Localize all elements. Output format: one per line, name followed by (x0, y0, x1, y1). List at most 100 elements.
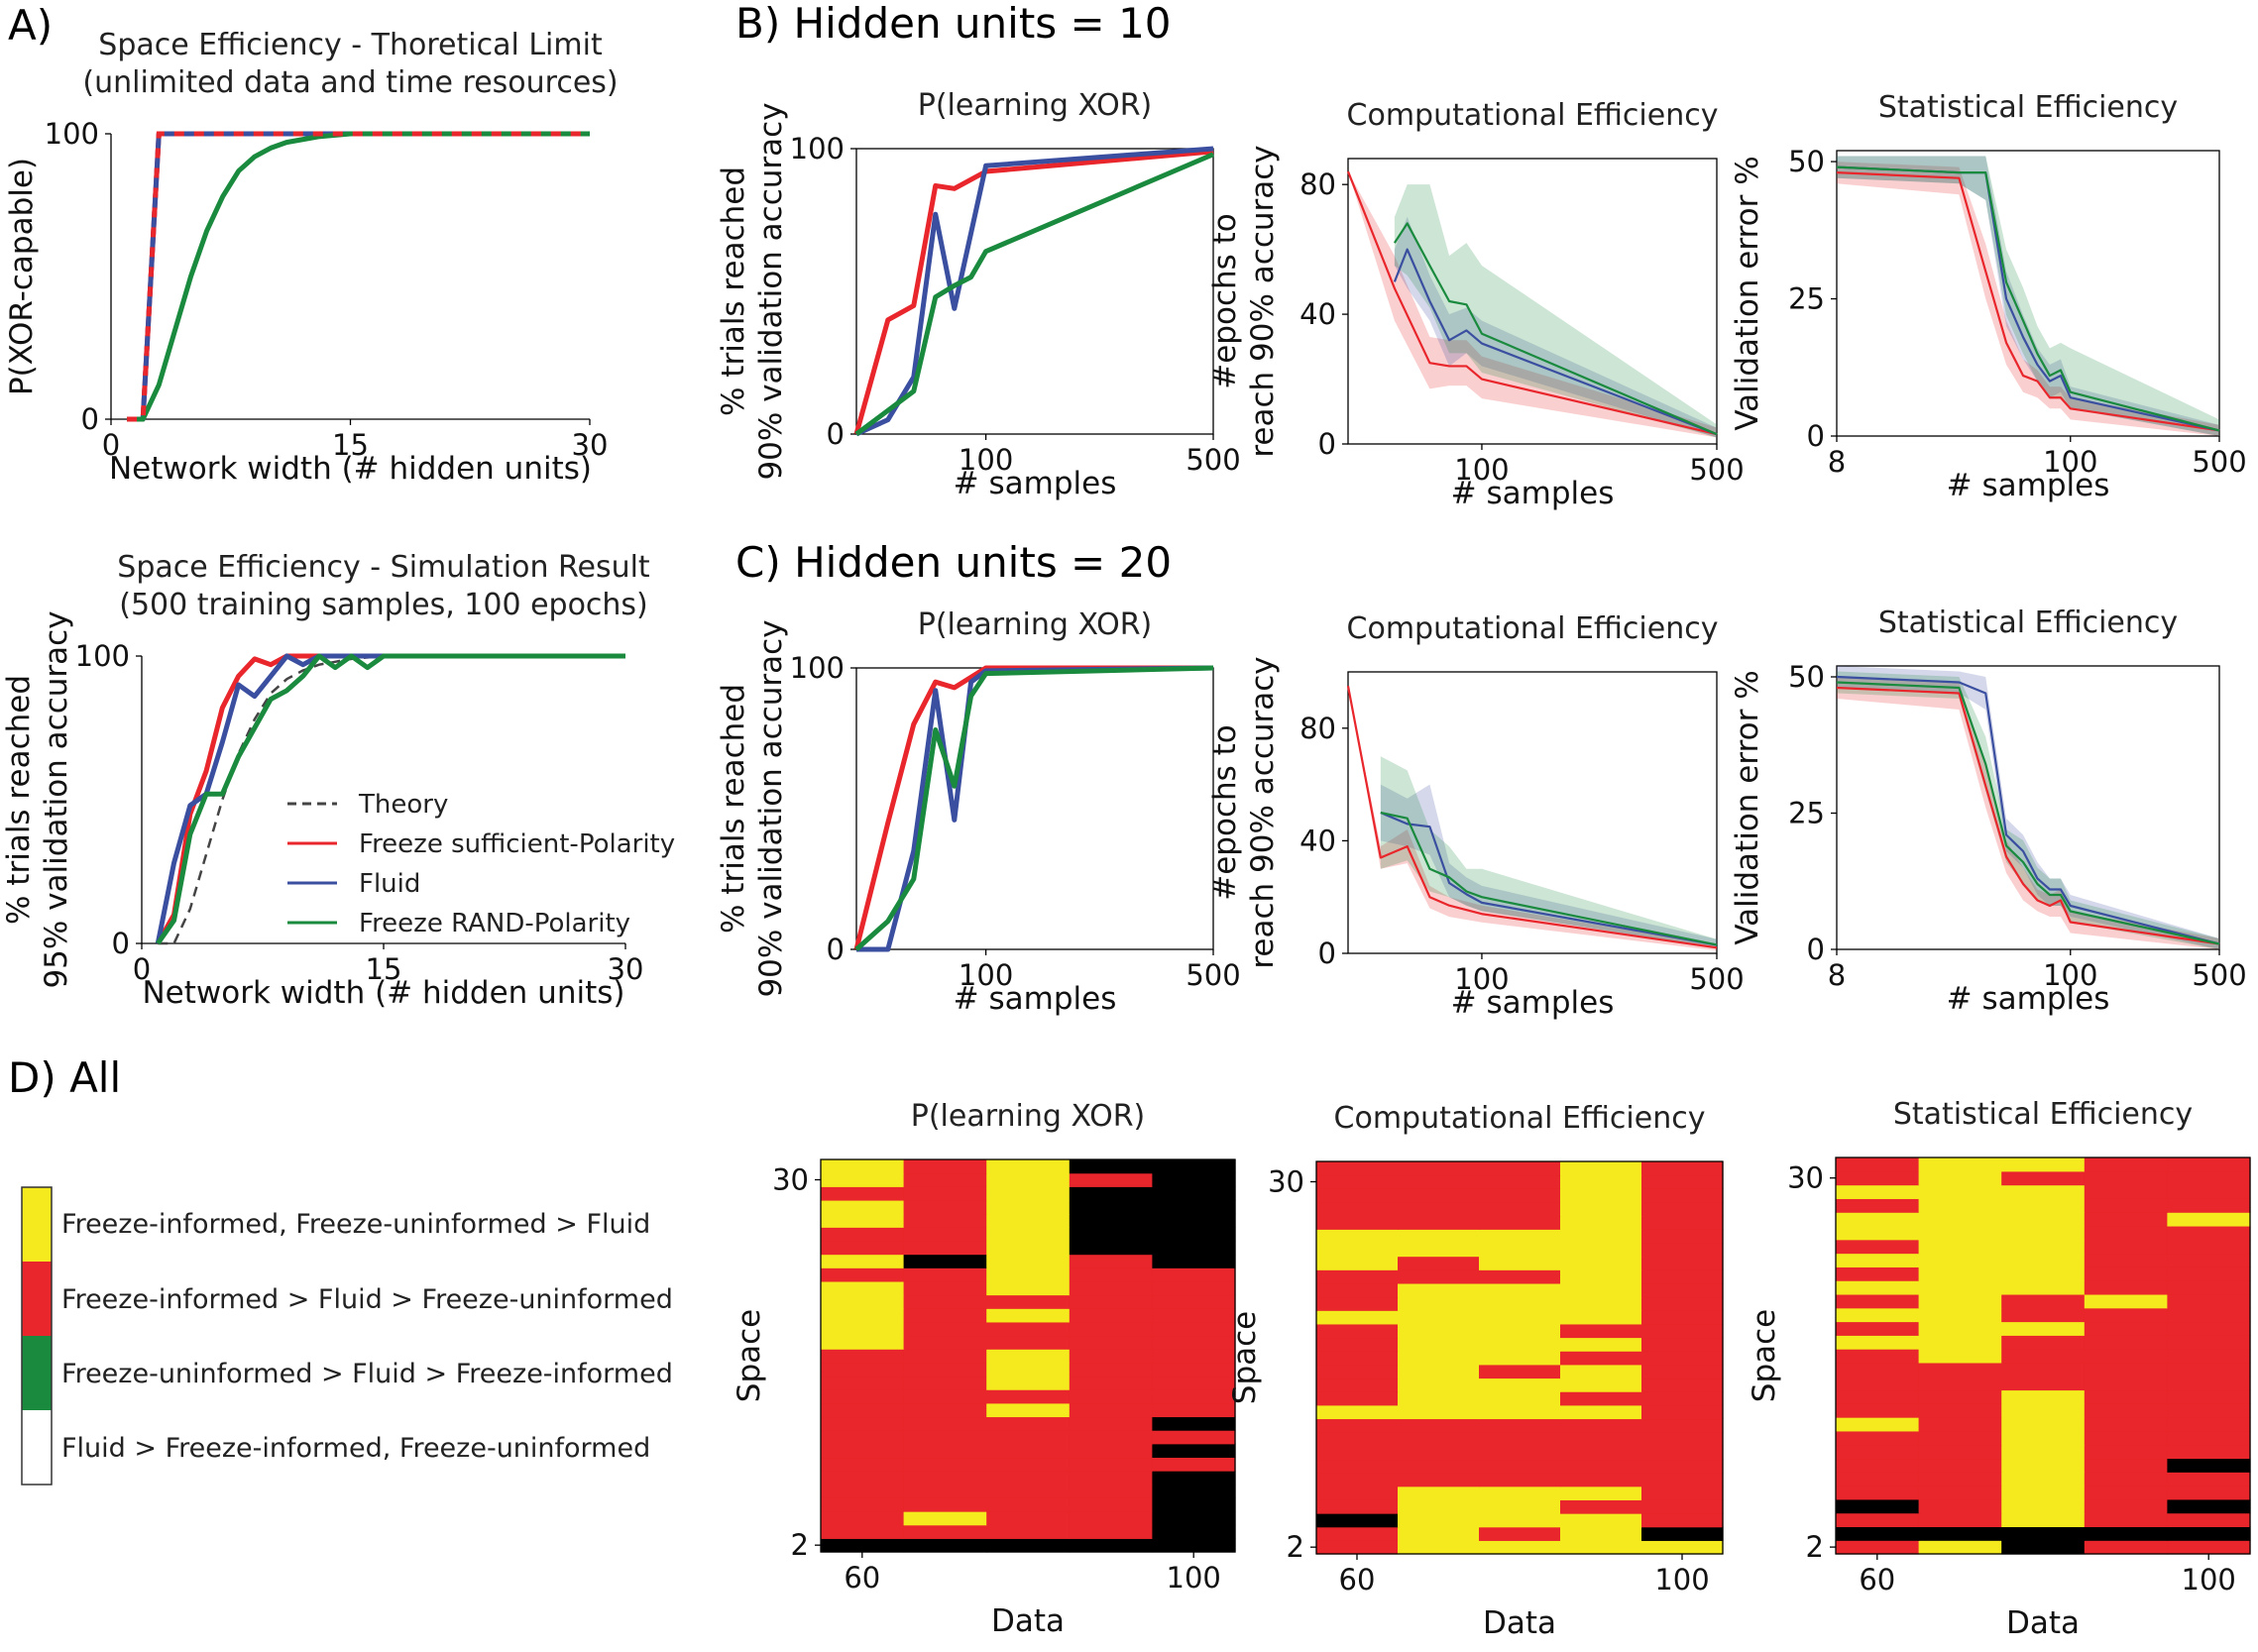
c3-band-green (1837, 671, 2219, 949)
d3-cell (1836, 1512, 1920, 1528)
d3-cell (1836, 1280, 1920, 1295)
d1-cell (821, 1389, 905, 1404)
d3-cell (2084, 1349, 2168, 1364)
d3-cell (2001, 1212, 2086, 1227)
d3-cell (2084, 1335, 2168, 1350)
c3-ytick-label: 0 (1807, 933, 1825, 966)
d1-cell (1152, 1280, 1236, 1296)
d3-cell (2167, 1526, 2251, 1541)
colorbar-label-2: Freeze-informed > Fluid > Freeze-uninfor… (61, 1284, 673, 1315)
d2-cell (1398, 1351, 1480, 1366)
d1-cell (1069, 1457, 1153, 1472)
d2-cell (1641, 1296, 1724, 1311)
d1-cell (1152, 1524, 1236, 1539)
d1-cell (986, 1335, 1071, 1350)
d1-cell (903, 1308, 987, 1323)
d2-cell (1398, 1459, 1480, 1474)
d3-cell (2001, 1472, 2086, 1487)
c2-ytick-label: 40 (1299, 824, 1336, 857)
d1-cell (903, 1335, 987, 1350)
d3-cell (2084, 1239, 2168, 1255)
d2-cell (1479, 1418, 1561, 1433)
d1-cell (1069, 1294, 1153, 1309)
d1-cell (903, 1254, 987, 1268)
d2-cell (1316, 1282, 1399, 1298)
d2-cell (1398, 1391, 1480, 1406)
d1-cell (821, 1416, 905, 1431)
d3-cell (1836, 1239, 1920, 1255)
d2-cell (1560, 1174, 1642, 1189)
d2-cell (1560, 1296, 1642, 1311)
b2-title: Computational Efficiency (1347, 98, 1719, 133)
c2-frame (1347, 671, 1718, 954)
d1-cell (1152, 1349, 1236, 1364)
d2-cell (1316, 1161, 1399, 1176)
d2-cell (1479, 1499, 1561, 1514)
d3-cell (1836, 1321, 1920, 1336)
d1-cell (1152, 1389, 1236, 1404)
d1-cell (821, 1159, 905, 1174)
d3-cell (2001, 1335, 2086, 1350)
d2-cell (1560, 1351, 1642, 1366)
d2-cell (1316, 1513, 1399, 1528)
d2-cell (1560, 1391, 1642, 1406)
d1-cell (821, 1484, 905, 1498)
d3-cell (2084, 1389, 2168, 1404)
d1-cell (1152, 1484, 1236, 1498)
d3-cell (2167, 1239, 2251, 1255)
d3-cell (1918, 1389, 2002, 1404)
c1-ytick-label: 100 (790, 651, 845, 685)
d1-cell (821, 1199, 905, 1215)
d3-cell (1918, 1417, 2002, 1432)
b2-line-blue (1393, 248, 1718, 436)
b3-ytick-label: 50 (1788, 145, 1825, 178)
b1-ytick-label: 0 (827, 417, 845, 451)
d2-cell (1316, 1323, 1399, 1339)
d2-title: Computational Efficiency (1334, 1101, 1706, 1136)
d2-cell (1641, 1215, 1724, 1230)
d2-xlabel: Data (1483, 1605, 1556, 1641)
d2-cell (1560, 1188, 1642, 1203)
d2-cell (1316, 1391, 1399, 1406)
d1-cell (903, 1240, 987, 1256)
d3-cell (2167, 1376, 2251, 1391)
d3-cell (1836, 1526, 1920, 1541)
d3-cell (2001, 1267, 2086, 1281)
d3-cell (1836, 1444, 1920, 1460)
d1-cell (1069, 1267, 1153, 1282)
d3-cell (2167, 1184, 2251, 1199)
c2-ylabel-2: reach 90% accuracy (1245, 656, 1281, 968)
d3-cell (2001, 1170, 2086, 1186)
b2-line-green (1393, 222, 1718, 436)
c3-title: Statistical Efficiency (1878, 606, 2178, 640)
d1-cell (903, 1294, 987, 1309)
legend-label-fluid: Fluid (359, 869, 420, 899)
a2-ytick-label: 0 (112, 927, 130, 960)
d3-cell (1918, 1280, 2002, 1295)
d2-cell (1479, 1473, 1561, 1487)
d2-xtick-label: 60 (1339, 1563, 1376, 1597)
d1-title: P(learning XOR) (911, 1099, 1146, 1134)
c2-title: Computational Efficiency (1347, 611, 1719, 646)
d1-cell (986, 1254, 1071, 1268)
d2-cell (1641, 1201, 1724, 1217)
d2-cell (1316, 1201, 1399, 1217)
d3-cell (2001, 1376, 2086, 1391)
d2-cell (1560, 1526, 1642, 1541)
c2-xlabel: # samples (1451, 985, 1615, 1021)
d2-cell (1641, 1174, 1724, 1189)
b2-line-red (1346, 170, 1718, 436)
c3-ytick-label: 50 (1788, 660, 1825, 694)
colorbar-label-4: Fluid > Freeze-informed, Freeze-uninform… (61, 1433, 650, 1464)
d3-cell (1836, 1376, 1920, 1391)
d1-cell (986, 1294, 1071, 1309)
d3-cell (2084, 1362, 2168, 1377)
a1-line-red (127, 131, 590, 422)
d2-cell (1560, 1242, 1642, 1258)
d2-cell (1641, 1418, 1724, 1433)
d3-cell (1918, 1198, 2002, 1213)
a2-ylabel-2: 95% validation accuracy (39, 610, 74, 988)
d2-cell (1398, 1201, 1480, 1217)
d1-cell (1069, 1497, 1153, 1512)
